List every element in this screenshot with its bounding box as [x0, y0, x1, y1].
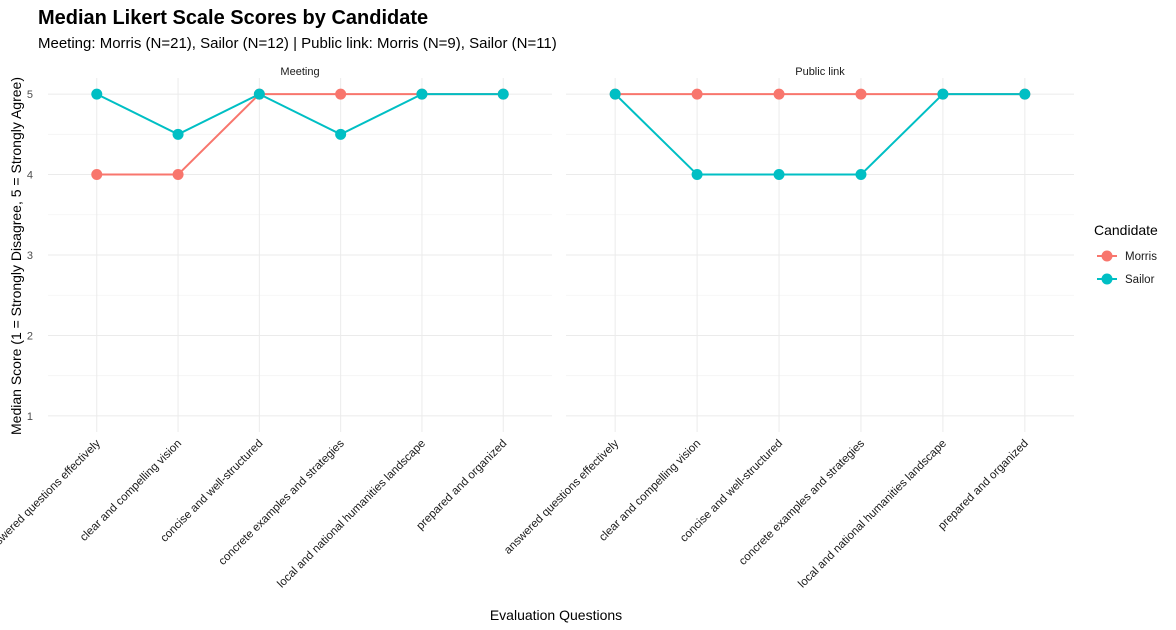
y-tick-label: 4 — [27, 170, 33, 182]
legend: Candidate Morris Sailor — [1094, 222, 1158, 286]
data-point-morris — [773, 88, 785, 100]
data-point-sailor — [253, 88, 265, 100]
x-tick-label: prepared and organized — [415, 438, 510, 533]
data-point-morris — [855, 88, 867, 100]
y-axis-title: Median Score (1 = Strongly Disagree, 5 =… — [8, 77, 24, 435]
legend-key-point-morris — [1101, 250, 1113, 262]
data-point-morris — [691, 88, 703, 100]
data-point-sailor — [937, 88, 949, 100]
y-tick-label: 1 — [27, 411, 33, 423]
data-point-sailor — [497, 88, 509, 100]
legend-key-point-sailor — [1101, 273, 1113, 285]
data-point-sailor — [335, 128, 347, 140]
data-point-sailor — [691, 169, 703, 181]
x-tick-label: local and national humanities landscape — [275, 438, 428, 591]
series-line-sailor — [614, 93, 1025, 176]
data-point-sailor — [91, 88, 103, 100]
x-tick-label: local and national humanities landscape — [796, 438, 949, 591]
data-point-morris — [91, 169, 103, 181]
chart-subtitle: Meeting: Morris (N=21), Sailor (N=12) | … — [38, 35, 557, 52]
panel-label: Public link — [795, 66, 845, 78]
data-point-sailor — [1019, 88, 1031, 100]
y-tick-label: 5 — [27, 89, 33, 101]
legend-title: Candidate — [1094, 222, 1158, 238]
y-tick-label: 2 — [27, 330, 33, 342]
data-point-morris — [172, 169, 184, 181]
x-tick-label: concrete examples and strategies — [217, 437, 347, 567]
series-line-sailor — [96, 93, 504, 136]
x-axis-title: Evaluation Questions — [490, 607, 622, 623]
x-tick-label: prepared and organized — [936, 438, 1031, 533]
data-point-sailor — [609, 88, 621, 100]
data-point-sailor — [855, 169, 867, 181]
data-point-sailor — [773, 169, 785, 181]
chart-title: Median Likert Scale Scores by Candidate — [38, 7, 428, 29]
data-point-morris — [335, 88, 347, 100]
legend-label-sailor: Sailor — [1125, 274, 1155, 286]
y-tick-label: 3 — [27, 250, 33, 262]
legend-label-morris: Morris — [1125, 251, 1157, 263]
data-point-sailor — [416, 88, 428, 100]
data-point-sailor — [172, 128, 184, 140]
panel-label: Meeting — [280, 66, 319, 78]
